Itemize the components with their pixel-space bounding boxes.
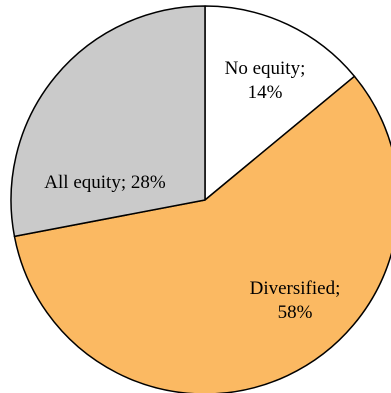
pie-label-all-equity: All equity; 28%: [44, 172, 166, 193]
pie-label-line: No equity;: [225, 58, 306, 79]
pie-labels: No equity; 14% Diversified; 58% All equity; …: [44, 58, 340, 323]
pie-label-diversified: Diversified; 58%: [250, 278, 341, 323]
pie-label-line: 58%: [278, 302, 313, 323]
pie-slice-diversified: [13, 75, 391, 393]
pie-slices: [10, 5, 391, 393]
pie-label-line: All equity; 28%: [44, 172, 166, 193]
pie-slice-all-equity: [10, 5, 206, 238]
pie-label-line: 14%: [248, 82, 283, 103]
pie-label-line: Diversified;: [250, 278, 341, 299]
pie-slice-no-equity: [204, 5, 356, 201]
pie-label-no-equity: No equity; 14%: [225, 58, 306, 103]
